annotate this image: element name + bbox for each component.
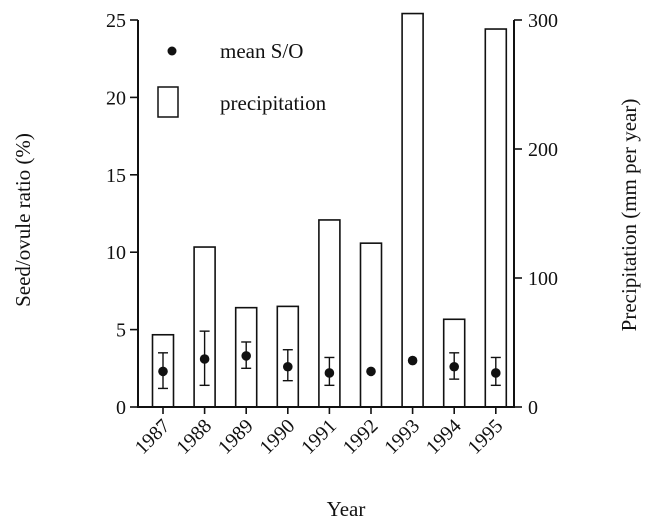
y-axis-right-title: Precipitation (mm per year) (617, 99, 641, 332)
x-tick-label-1995: 1995 (463, 415, 507, 459)
x-tick-label-1990: 1990 (255, 415, 299, 459)
y-left-tick-label-10: 10 (106, 242, 126, 264)
mean-so-point-1993 (407, 355, 418, 366)
y-left-tick-label-20: 20 (106, 87, 126, 109)
precipitation-bar-1995 (484, 28, 508, 408)
y-left-tick-label-5: 5 (116, 320, 126, 342)
y-right-tick-label-100: 100 (528, 268, 558, 290)
legend-marker-precipitation (157, 86, 179, 118)
x-tick-label-1992: 1992 (339, 415, 383, 459)
y-left-tick-label-15: 15 (106, 165, 126, 187)
legend: mean S/O precipitation (157, 39, 327, 118)
mean-so-point-1988 (199, 354, 210, 364)
y-axis-left-title: Seed/ovule ratio (%) (11, 133, 35, 307)
mean-so-point-1995 (491, 368, 501, 378)
legend-marker-mean-so (167, 46, 177, 56)
legend-label-mean-so: mean S/O (220, 39, 303, 63)
axes (130, 19, 522, 414)
y-left-tick-label-25: 25 (106, 10, 126, 32)
mean-so-point-1992 (366, 366, 376, 377)
precipitation-bar-1992 (359, 242, 383, 408)
mean-so-point-1987 (158, 366, 168, 377)
x-tick-label-1987: 1987 (131, 415, 175, 459)
y-left-tick-label-0: 0 (116, 397, 126, 419)
mean-so-point-1991 (324, 368, 335, 378)
x-tick-label-1993: 1993 (380, 415, 424, 459)
y-right-tick-label-0: 0 (528, 397, 538, 419)
precipitation-bar-1993 (401, 12, 424, 408)
mean-so-point-1989 (241, 351, 251, 361)
x-tick-label-1989: 1989 (214, 415, 258, 459)
x-tick-label-1988: 1988 (172, 415, 216, 459)
mean-so-points (158, 330, 501, 390)
legend-label-precipitation: precipitation (220, 91, 327, 115)
y-right-tick-label-300: 300 (528, 10, 558, 32)
mean-so-point-1990 (283, 361, 293, 372)
mean-so-point-1994 (449, 361, 460, 372)
y-right-tick-label-200: 200 (528, 139, 558, 161)
x-tick-label-1991: 1991 (297, 415, 341, 459)
x-axis-title: Year (327, 497, 366, 520)
precipitation-bars (151, 12, 508, 408)
x-tick-label-1994: 1994 (422, 415, 466, 459)
